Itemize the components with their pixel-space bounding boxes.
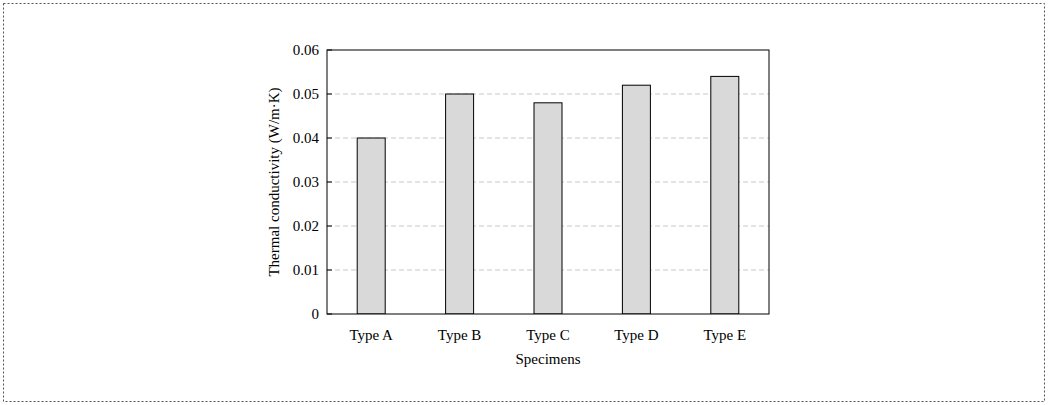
chart: 0 0.01 0.02 0.03 0.04 0.05 0.06 Type A Type B Typ… bbox=[0, 0, 1049, 405]
y-tick bbox=[327, 138, 332, 139]
x-axis-label: Specimens bbox=[516, 351, 581, 367]
y-tick-label: 0 bbox=[312, 306, 320, 322]
outer-border bbox=[4, 4, 1045, 402]
bar bbox=[446, 94, 474, 314]
x-tick-label: Type B bbox=[438, 327, 482, 343]
y-axis-label: Thermal conductivity (W/m·K) bbox=[266, 87, 283, 276]
x-tick-label: Type A bbox=[349, 327, 393, 343]
y-tick-label: 0.05 bbox=[293, 86, 319, 102]
y-tick-label: 0.03 bbox=[293, 174, 319, 190]
y-tick bbox=[327, 94, 332, 95]
bars bbox=[357, 76, 739, 314]
y-tick-label: 0.01 bbox=[293, 262, 319, 278]
bar bbox=[711, 76, 739, 314]
y-tick bbox=[327, 226, 332, 227]
y-tick-label: 0.06 bbox=[293, 42, 320, 58]
grid-line bbox=[327, 94, 769, 95]
y-tick-label: 0.02 bbox=[293, 218, 319, 234]
x-tick-label: Type E bbox=[703, 327, 746, 343]
y-tick bbox=[327, 270, 332, 271]
plot-frame bbox=[327, 50, 769, 314]
bar bbox=[622, 85, 650, 314]
x-tick-label: Type C bbox=[526, 327, 570, 343]
x-tick-label: Type D bbox=[614, 327, 659, 343]
y-tick bbox=[327, 182, 332, 183]
y-tick-label: 0.04 bbox=[293, 130, 320, 146]
bar bbox=[534, 103, 562, 314]
bar bbox=[357, 138, 385, 314]
